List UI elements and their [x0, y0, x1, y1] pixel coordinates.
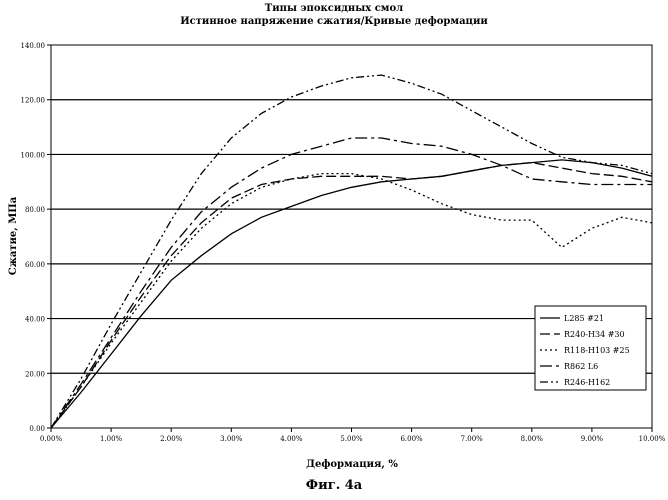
legend-box [534, 305, 647, 391]
x-tick-label: 8.00% [521, 435, 544, 443]
chart-title: Типы эпоксидных смол [264, 3, 404, 14]
x-tick-label: 1.00% [100, 435, 123, 443]
y-tick-label: 120.00 [21, 97, 46, 105]
x-tick-label: 7.00% [461, 435, 484, 443]
legend-label: R246-H162 [564, 378, 610, 387]
legend: L285 #21 R240-H34 #30 R118-H103 #25 R862 L6… [534, 305, 647, 391]
axis-ticks: 0.00 20.00 40.00 60.00 80.00 100.00 120.00 140.… [21, 42, 666, 443]
y-tick-label: 0.00 [29, 425, 45, 433]
y-axis-label: Сжатие, МПа [8, 196, 19, 275]
legend-label: R862 L6 [564, 362, 598, 371]
y-tick-label: 20.00 [25, 370, 45, 378]
series-line-3 [50, 172, 653, 429]
y-tick-label: 60.00 [25, 261, 45, 269]
x-tick-label: 4.00% [280, 435, 303, 443]
series-lines [50, 74, 653, 429]
plot-border [50, 44, 653, 429]
x-tick-label: 0.00% [40, 435, 63, 443]
figure-caption: Фиг. 4a [305, 478, 363, 493]
legend-label: R118-H103 #25 [564, 346, 630, 355]
x-tick-label: 2.00% [160, 435, 183, 443]
x-tick-label: 5.00% [340, 435, 363, 443]
chart-title-block: Типы эпоксидных смол Истинное напряжение… [0, 2, 668, 28]
series-line-2 [50, 161, 653, 429]
legend-label: L285 #21 [564, 314, 604, 323]
chart-subtitle: Истинное напряжение сжатия/Кривые деформ… [180, 16, 488, 27]
y-tick-label: 40.00 [25, 316, 45, 324]
x-tick-label: 6.00% [400, 435, 423, 443]
y-tick-label: 100.00 [21, 151, 46, 159]
y-tick-label: 140.00 [21, 42, 46, 50]
line-chart: 0.00 20.00 40.00 60.00 80.00 100.00 120.00 140.… [8, 42, 666, 470]
x-axis-label: Деформация, % [306, 459, 398, 470]
y-tick-label: 80.00 [25, 206, 45, 214]
series-line-5 [50, 74, 653, 429]
legend-label: R240-H34 #30 [564, 330, 625, 339]
series-line-1 [50, 159, 653, 429]
x-tick-label: 3.00% [220, 435, 243, 443]
x-tick-label: 9.00% [581, 435, 604, 443]
x-tick-label: 10.00% [639, 435, 666, 443]
